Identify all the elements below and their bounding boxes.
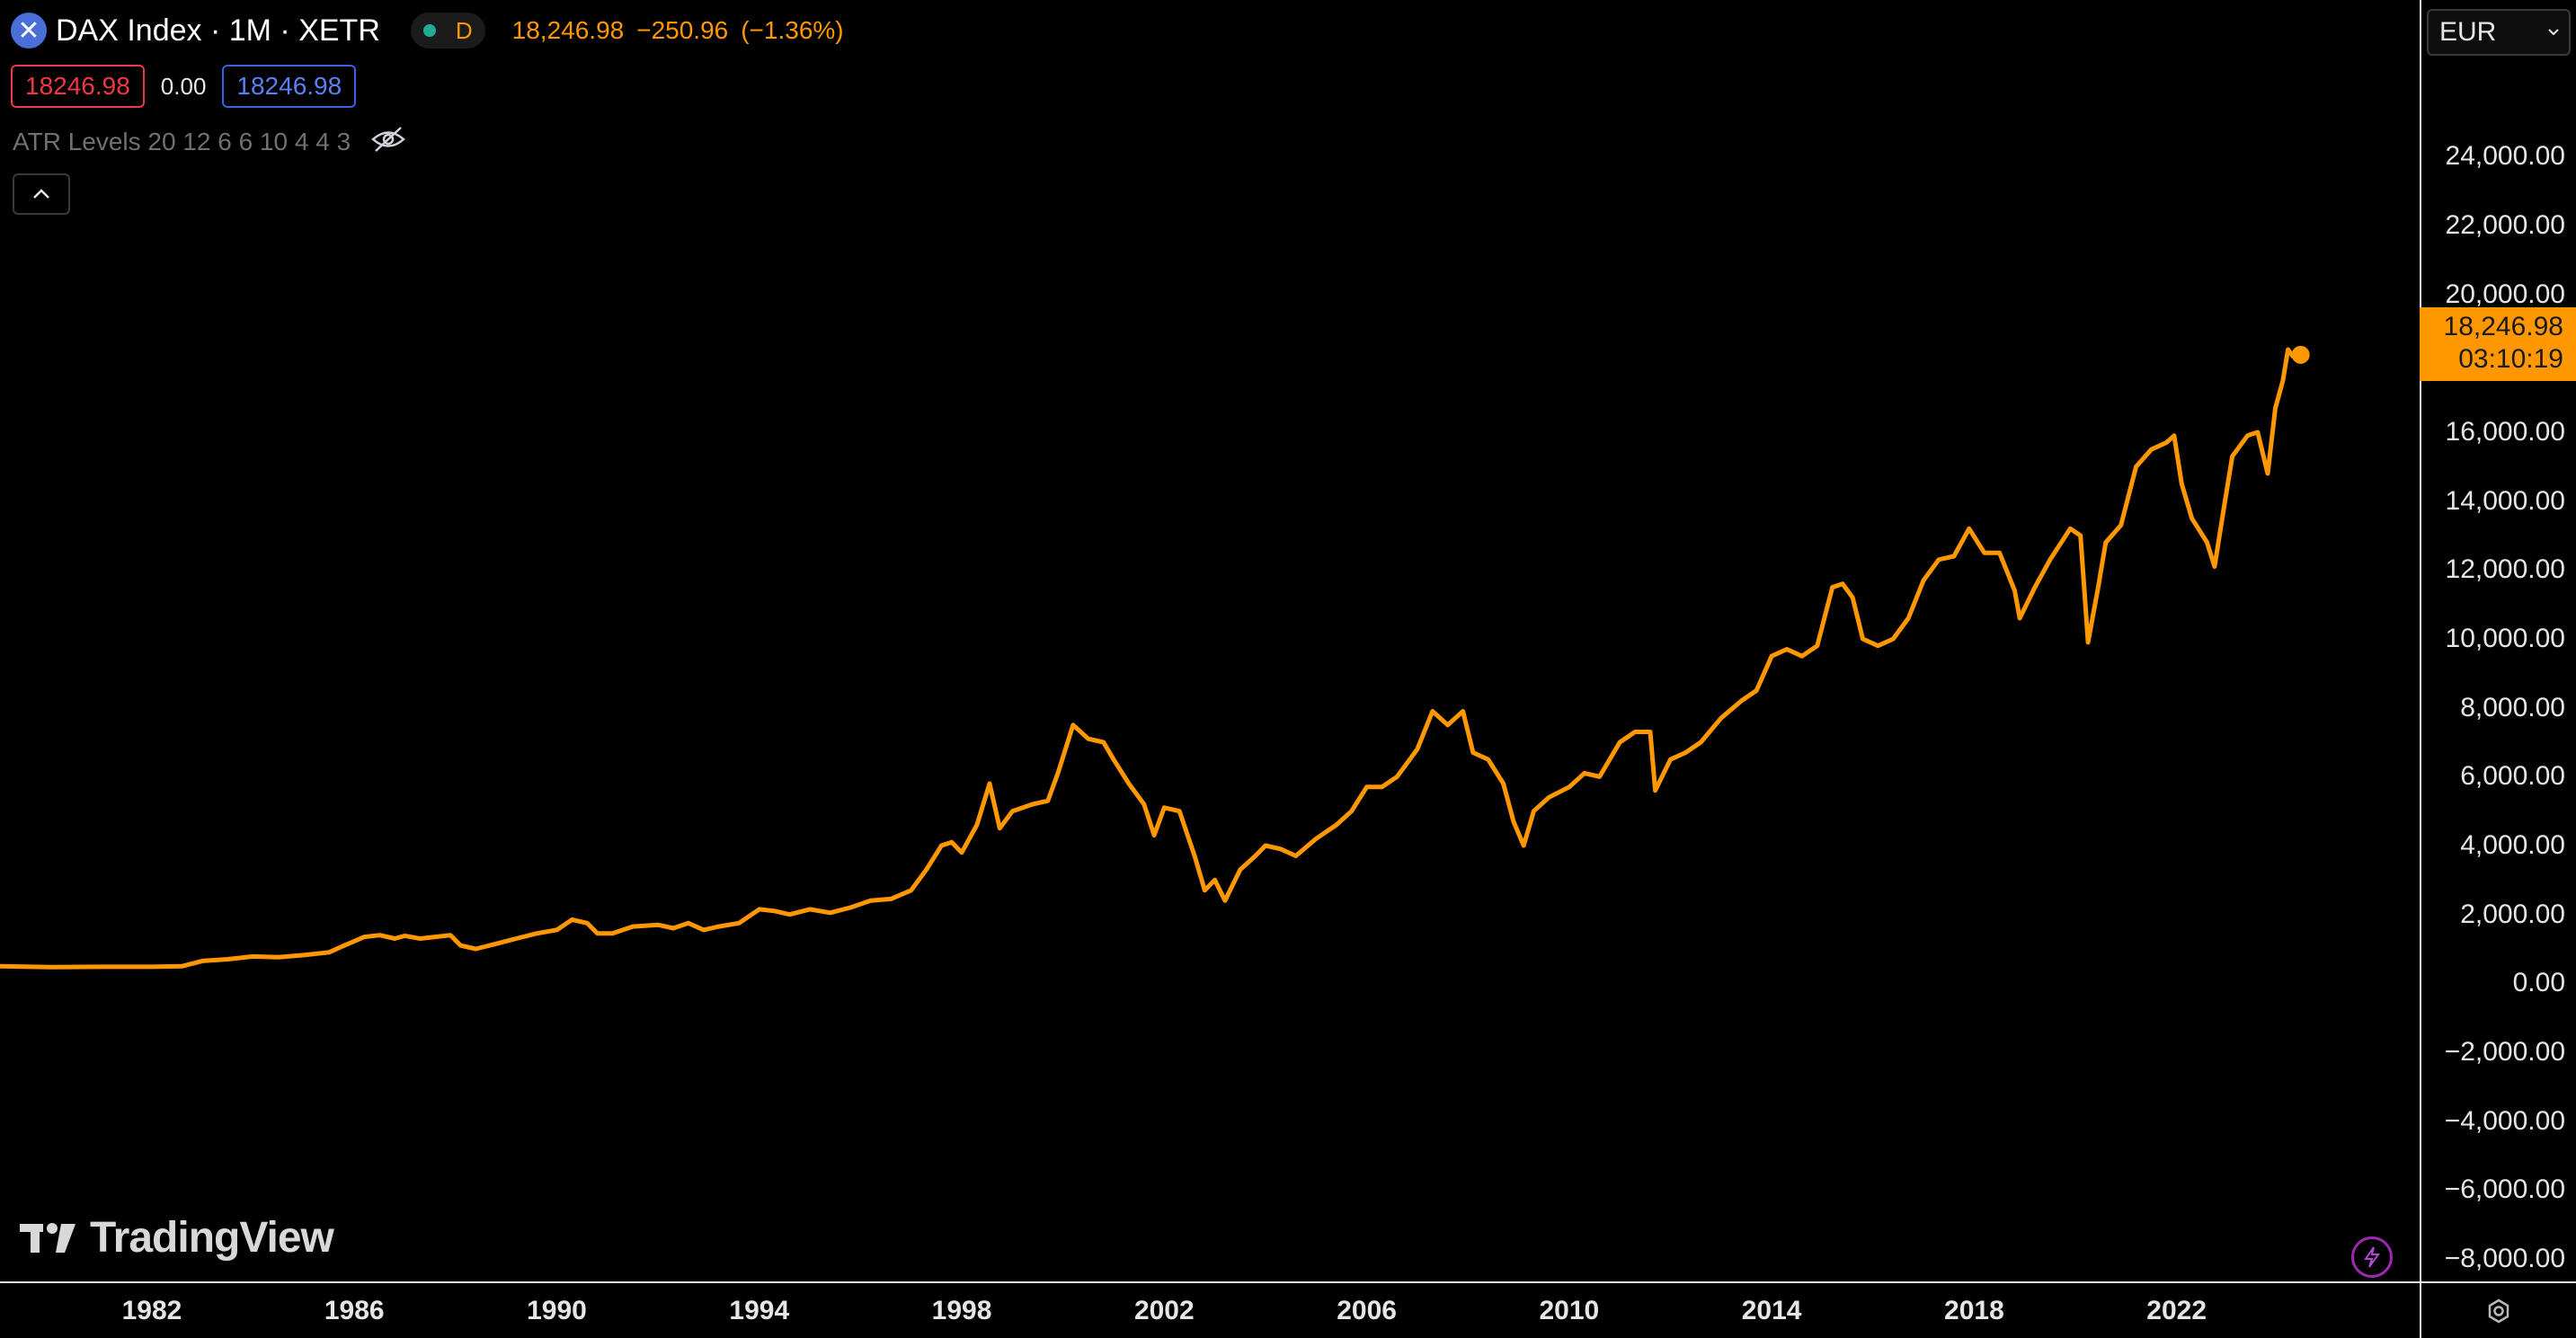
time-tick-label: 1994 — [729, 1296, 790, 1325]
bar-countdown: 03:10:19 — [2458, 344, 2563, 374]
chart-legend-header: ✕ DAX Index · 1M · XETR D 18,246.98 −250… — [11, 11, 857, 50]
chevron-up-icon — [33, 189, 49, 199]
price-tick-label: −2,000.00 — [2444, 1037, 2565, 1067]
price-tick-label: −4,000.00 — [2444, 1105, 2565, 1136]
lightning-button[interactable] — [2351, 1236, 2393, 1278]
indicator-label[interactable]: ATR Levels 20 12 6 6 10 4 4 3 — [13, 127, 351, 155]
price-tick-label: 24,000.00 — [2445, 141, 2565, 172]
sell-button[interactable]: 18246.98 — [11, 65, 145, 108]
buy-button[interactable]: 18246.98 — [222, 65, 357, 108]
time-axis[interactable]: 1982 1986 1990 1994 1998 2002 2006 2010 2014 2018… — [0, 1281, 2420, 1338]
time-tick-label: 2014 — [1741, 1296, 1802, 1325]
symbol-title[interactable]: DAX Index · 1M · XETR — [56, 13, 380, 48]
price-tick-label: 8,000.00 — [2460, 692, 2565, 722]
price-tick-label: 14,000.00 — [2445, 485, 2565, 516]
time-tick-label: 2018 — [1944, 1296, 2004, 1325]
time-tick-label: 1990 — [527, 1296, 587, 1325]
tradingview-logo[interactable]: TradingView — [18, 1213, 334, 1263]
indicator-legend: ATR Levels 20 12 6 6 10 4 4 3 — [13, 126, 406, 157]
logo-text: TradingView — [90, 1214, 334, 1262]
chevron-down-icon — [2548, 29, 2559, 36]
eye-hidden-icon[interactable] — [370, 126, 406, 157]
last-price-value: 18,246.98 — [2443, 312, 2563, 341]
collapse-legend-button[interactable] — [13, 173, 70, 215]
last-price-dot — [2291, 345, 2310, 364]
time-tick-label: 1982 — [121, 1296, 182, 1325]
time-tick-label: 2010 — [1539, 1296, 1600, 1325]
price-tick-label: 4,000.00 — [2460, 830, 2565, 860]
last-value: 18,246.98 — [511, 16, 625, 44]
price-tick-label: 2,000.00 — [2460, 899, 2565, 929]
price-tick-label: 6,000.00 — [2460, 761, 2565, 792]
price-axis[interactable]: 24,000.00 22,000.00 20,000.00 16,000.00 14,0… — [2420, 0, 2576, 1281]
price-chart[interactable] — [0, 0, 2420, 1281]
time-tick-label: 1998 — [931, 1296, 992, 1325]
price-tick-label: 10,000.00 — [2445, 624, 2565, 653]
time-tick-label: 2002 — [1133, 1296, 1195, 1325]
status-dot-icon — [422, 24, 436, 37]
gear-icon — [2488, 1298, 2509, 1323]
price-tick-label: −8,000.00 — [2444, 1244, 2565, 1273]
price-tick-label: 12,000.00 — [2445, 554, 2565, 585]
trade-buttons: 18246.98 0.00 18246.98 — [11, 65, 357, 108]
change-percent: (−1.36%) — [741, 16, 844, 44]
price-tick-label: 16,000.00 — [2445, 417, 2565, 447]
time-tick-label: 2022 — [2146, 1296, 2207, 1325]
price-tick-label: 20,000.00 — [2445, 279, 2565, 309]
market-status-badge[interactable]: D — [410, 13, 485, 49]
x-close-icon[interactable]: ✕ — [11, 13, 47, 49]
status-letter: D — [455, 16, 473, 44]
currency-value: EUR — [2439, 17, 2497, 47]
tradingview-logo-icon — [20, 1222, 76, 1253]
change-value: −250.96 — [636, 16, 729, 44]
dax-price-line — [0, 347, 2304, 970]
time-tick-label: 1986 — [324, 1296, 385, 1325]
price-tick-label: 22,000.00 — [2445, 210, 2565, 240]
spread-value: 0.00 — [160, 72, 207, 100]
chart-settings-button[interactable] — [2420, 1281, 2576, 1338]
time-tick-label: 2006 — [1337, 1296, 1397, 1325]
price-tick-label: −6,000.00 — [2444, 1174, 2565, 1205]
price-tick-label: 0.00 — [2512, 968, 2565, 998]
currency-select[interactable]: EUR — [2427, 9, 2571, 56]
lightning-icon — [2364, 1246, 2380, 1268]
last-price-label: 18,246.98 03:10:19 — [2420, 307, 2576, 381]
